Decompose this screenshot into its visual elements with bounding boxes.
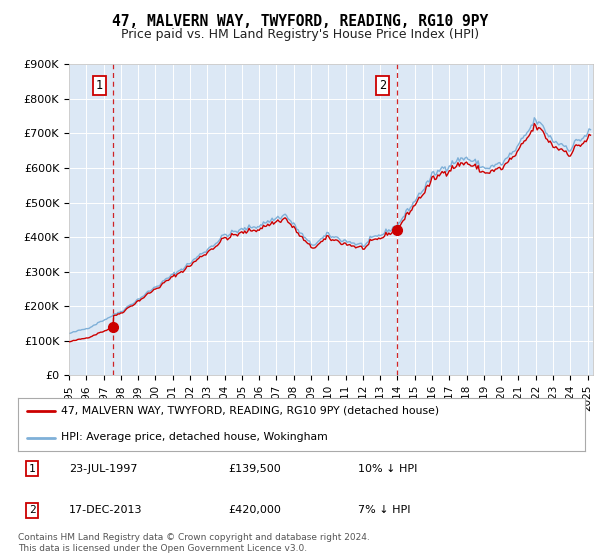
Text: 17-DEC-2013: 17-DEC-2013 xyxy=(69,505,143,515)
Text: 1: 1 xyxy=(29,464,35,474)
Text: 47, MALVERN WAY, TWYFORD, READING, RG10 9PY: 47, MALVERN WAY, TWYFORD, READING, RG10 … xyxy=(112,14,488,29)
Text: HPI: Average price, detached house, Wokingham: HPI: Average price, detached house, Woki… xyxy=(61,432,327,442)
Text: 10% ↓ HPI: 10% ↓ HPI xyxy=(358,464,418,474)
Text: 1: 1 xyxy=(95,78,103,92)
Text: Price paid vs. HM Land Registry's House Price Index (HPI): Price paid vs. HM Land Registry's House … xyxy=(121,28,479,41)
Text: 23-JUL-1997: 23-JUL-1997 xyxy=(69,464,137,474)
Text: £139,500: £139,500 xyxy=(228,464,281,474)
Text: Contains HM Land Registry data © Crown copyright and database right 2024.
This d: Contains HM Land Registry data © Crown c… xyxy=(18,533,370,553)
Text: 2: 2 xyxy=(379,78,386,92)
Text: 47, MALVERN WAY, TWYFORD, READING, RG10 9PY (detached house): 47, MALVERN WAY, TWYFORD, READING, RG10 … xyxy=(61,406,439,416)
Text: 7% ↓ HPI: 7% ↓ HPI xyxy=(358,505,410,515)
Text: 2: 2 xyxy=(29,505,35,515)
Text: £420,000: £420,000 xyxy=(228,505,281,515)
